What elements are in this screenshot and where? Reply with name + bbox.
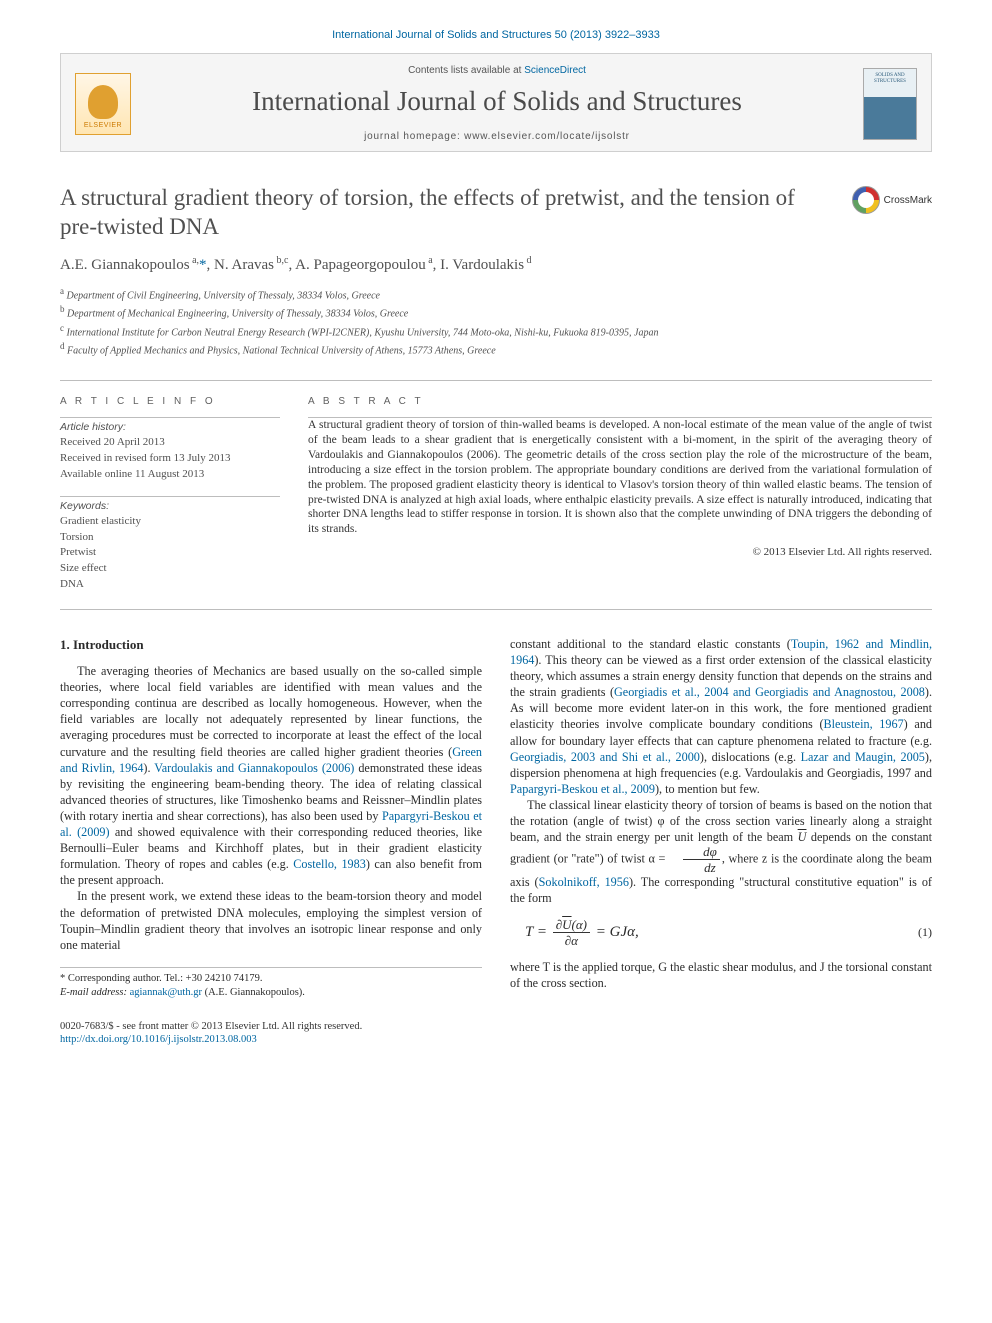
sciencedirect-link[interactable]: ScienceDirect <box>524 65 586 76</box>
keyword: Pretwist <box>60 545 280 560</box>
abstract-copyright: © 2013 Elsevier Ltd. All rights reserved… <box>308 545 932 560</box>
keyword: DNA <box>60 577 280 592</box>
contents-prefix: Contents lists available at <box>408 65 524 76</box>
affiliation-list: a Department of Civil Engineering, Unive… <box>60 285 932 358</box>
journal-cover-thumbnail: SOLIDS AND STRUCTURES <box>863 68 917 140</box>
body-two-column: 1. Introduction The averaging theories o… <box>60 636 932 1000</box>
crossmark-badge[interactable]: CrossMark <box>852 186 932 214</box>
crossmark-label: CrossMark <box>884 194 932 208</box>
keywords-label: Keywords: <box>60 499 280 513</box>
citation-link[interactable]: Georgiadis, 2003 and Shi et al., 2000 <box>510 750 700 764</box>
article-info-heading: A R T I C L E I N F O <box>60 395 280 409</box>
journal-homepage-line: journal homepage: www.elsevier.com/locat… <box>131 130 863 144</box>
info-abstract-row: A R T I C L E I N F O Article history: R… <box>60 381 932 609</box>
corr-email-link[interactable]: agiannak@uth.gr <box>130 987 202 998</box>
received-date: Received 20 April 2013 <box>60 435 280 450</box>
affiliation-b: b Department of Mechanical Engineering, … <box>60 303 932 321</box>
keyword: Gradient elasticity <box>60 514 280 529</box>
revised-date: Received in revised form 13 July 2013 <box>60 451 280 466</box>
page-footer: 0020-7683/$ - see front matter © 2013 El… <box>60 1020 932 1047</box>
intro-paragraph-1: The averaging theories of Mechanics are … <box>60 663 482 888</box>
intro-paragraph-2: In the present work, we extend these ide… <box>60 888 482 952</box>
title-block: A structural gradient theory of torsion,… <box>60 184 932 242</box>
affiliation-a: a Department of Civil Engineering, Unive… <box>60 285 932 303</box>
homepage-prefix: journal homepage: <box>364 131 464 142</box>
journal-reference: International Journal of Solids and Stru… <box>60 28 932 43</box>
section-1-heading: 1. Introduction <box>60 636 482 653</box>
citation-link[interactable]: Georgiadis et al., 2004 and Georgiadis a… <box>614 685 925 699</box>
issn-line: 0020-7683/$ - see front matter © 2013 El… <box>60 1020 932 1034</box>
citation-link[interactable]: Papargyri-Beskou et al., 2009 <box>510 782 655 796</box>
intro-paragraph-5: where T is the applied torque, G the ela… <box>510 959 932 991</box>
homepage-link[interactable]: www.elsevier.com/locate/ijsolstr <box>464 131 630 142</box>
info-divider-2 <box>60 496 280 497</box>
corr-author-line: * Corresponding author. Tel.: +30 24210 … <box>60 972 482 986</box>
contents-available-line: Contents lists available at ScienceDirec… <box>131 64 863 78</box>
keyword: Torsion <box>60 530 280 545</box>
equation-1: T = ∂U(α) ∂α = GJα, (1) <box>510 918 932 947</box>
masthead: ELSEVIER Contents lists available at Sci… <box>60 53 932 152</box>
intro-paragraph-3: constant additional to the standard elas… <box>510 636 932 797</box>
publisher-logo: ELSEVIER <box>75 73 131 135</box>
history-label: Article history: <box>60 420 280 434</box>
publisher-name: ELSEVIER <box>84 121 122 130</box>
equation-number: (1) <box>918 925 932 941</box>
corr-email-line: E-mail address: agiannak@uth.gr (A.E. Gi… <box>60 986 482 1000</box>
abstract-text: A structural gradient theory of torsion … <box>308 418 932 538</box>
elsevier-tree-icon <box>88 85 118 119</box>
online-date: Available online 11 August 2013 <box>60 467 280 482</box>
citation-link[interactable]: Bleustein, 1967 <box>824 717 904 731</box>
corresponding-author-footnote: * Corresponding author. Tel.: +30 24210 … <box>60 967 482 1000</box>
masthead-center: Contents lists available at ScienceDirec… <box>131 64 863 143</box>
affiliation-c: c International Institute for Carbon Neu… <box>60 322 932 340</box>
citation-link[interactable]: Lazar and Maugin, 2005 <box>801 750 925 764</box>
citation-link[interactable]: Costello, 1983 <box>293 857 366 871</box>
citation-link[interactable]: Sokolnikoff, 1956 <box>539 875 629 889</box>
crossmark-icon <box>852 186 880 214</box>
journal-name: International Journal of Solids and Stru… <box>131 83 863 119</box>
info-divider-1 <box>60 417 280 418</box>
paper-title: A structural gradient theory of torsion,… <box>60 184 932 242</box>
abstract-heading: A B S T R A C T <box>308 395 932 409</box>
abstract-column: A B S T R A C T A structural gradient th… <box>308 395 932 593</box>
intro-paragraph-4: The classical linear elasticity theory o… <box>510 797 932 906</box>
affiliation-d: d Faculty of Applied Mechanics and Physi… <box>60 340 932 358</box>
citation-link[interactable]: Vardoulakis and Giannakopoulos (2006) <box>154 761 354 775</box>
doi-link[interactable]: http://dx.doi.org/10.1016/j.ijsolstr.201… <box>60 1033 932 1047</box>
divider-bottom <box>60 609 932 610</box>
article-info-column: A R T I C L E I N F O Article history: R… <box>60 395 280 593</box>
author-list: A.E. Giannakopoulos a,*, N. Aravas b,c, … <box>60 254 932 275</box>
keyword: Size effect <box>60 561 280 576</box>
